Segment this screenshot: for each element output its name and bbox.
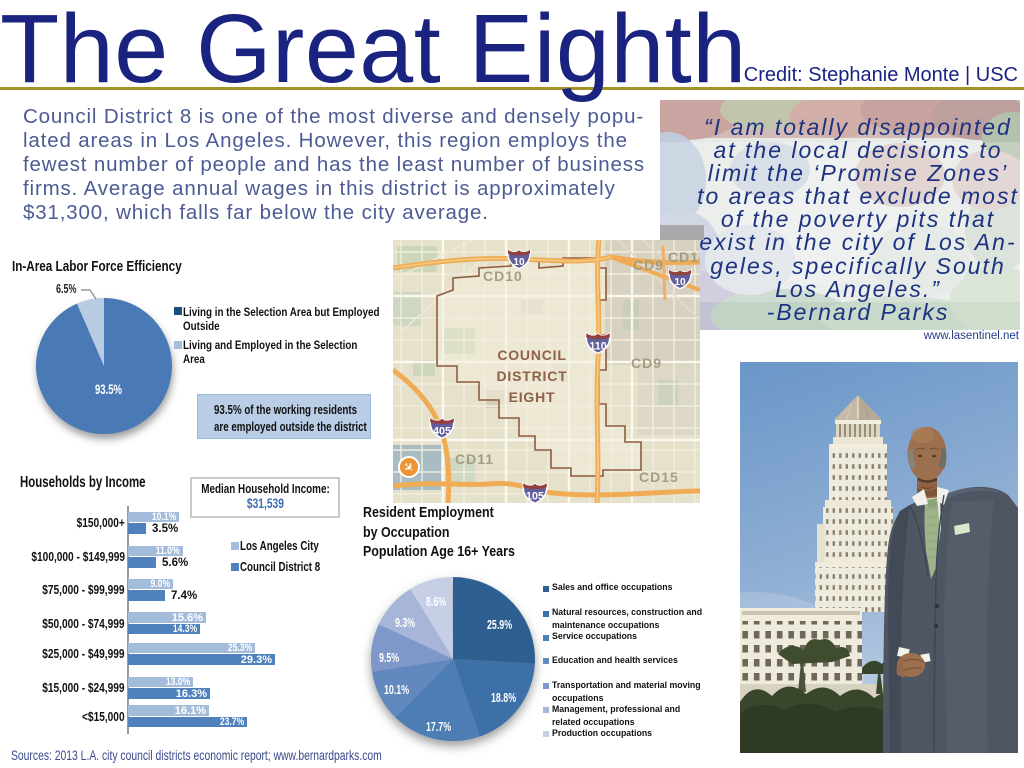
svg-text:EIGHT: EIGHT	[509, 389, 556, 405]
svg-text:105: 105	[526, 490, 544, 502]
svg-text:CD9: CD9	[633, 257, 664, 273]
svg-text:DISTRICT: DISTRICT	[497, 368, 568, 384]
svg-text:CD10: CD10	[483, 268, 523, 284]
svg-text:10: 10	[674, 277, 686, 288]
svg-text:CD9: CD9	[631, 355, 662, 371]
svg-text:CD15: CD15	[639, 469, 679, 485]
svg-text:CD11: CD11	[455, 451, 494, 467]
svg-text:CD14: CD14	[668, 249, 700, 265]
svg-text:405: 405	[433, 425, 451, 437]
svg-text:COUNCIL: COUNCIL	[497, 347, 566, 363]
svg-text:110: 110	[589, 340, 606, 352]
svg-text:10: 10	[513, 257, 525, 268]
